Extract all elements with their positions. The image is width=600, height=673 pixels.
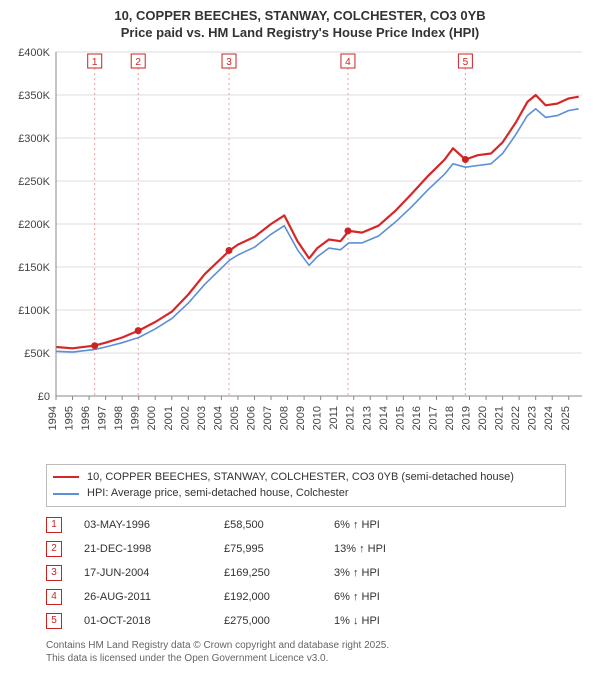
sale-marker: 1 bbox=[46, 517, 62, 533]
svg-text:2003: 2003 bbox=[196, 406, 208, 430]
footer: Contains HM Land Registry data © Crown c… bbox=[46, 639, 588, 665]
svg-text:1997: 1997 bbox=[97, 406, 109, 430]
svg-text:2005: 2005 bbox=[229, 406, 241, 430]
table-row: 3 17-JUN-2004 £169,250 3% ↑ HPI bbox=[46, 561, 566, 585]
sale-delta: 6% ↑ HPI bbox=[334, 519, 444, 531]
svg-text:2009: 2009 bbox=[295, 406, 307, 430]
table-row: 4 26-AUG-2011 £192,000 6% ↑ HPI bbox=[46, 585, 566, 609]
svg-text:4: 4 bbox=[345, 57, 351, 68]
svg-text:£250K: £250K bbox=[18, 176, 50, 188]
svg-text:2013: 2013 bbox=[361, 406, 373, 430]
svg-text:1995: 1995 bbox=[64, 406, 76, 430]
svg-text:2012: 2012 bbox=[345, 406, 357, 430]
svg-text:2000: 2000 bbox=[146, 406, 158, 430]
sale-delta: 3% ↑ HPI bbox=[334, 567, 444, 579]
sale-delta: 1% ↓ HPI bbox=[334, 615, 444, 627]
svg-text:3: 3 bbox=[226, 57, 232, 68]
legend-label: HPI: Average price, semi-detached house,… bbox=[87, 485, 349, 502]
svg-text:2: 2 bbox=[135, 57, 141, 68]
title-line-2: Price paid vs. HM Land Registry's House … bbox=[12, 25, 588, 42]
page: 10, COPPER BEECHES, STANWAY, COLCHESTER,… bbox=[0, 0, 600, 673]
sale-delta: 6% ↑ HPI bbox=[334, 591, 444, 603]
svg-text:2001: 2001 bbox=[163, 406, 175, 430]
svg-text:2006: 2006 bbox=[245, 406, 257, 430]
sale-marker: 4 bbox=[46, 589, 62, 605]
svg-text:1: 1 bbox=[92, 57, 98, 68]
svg-text:1999: 1999 bbox=[130, 406, 142, 430]
svg-text:5: 5 bbox=[463, 57, 469, 68]
svg-text:£100K: £100K bbox=[18, 305, 50, 317]
sale-price: £275,000 bbox=[224, 615, 334, 627]
svg-text:£200K: £200K bbox=[18, 219, 50, 231]
sale-date: 26-AUG-2011 bbox=[84, 591, 224, 603]
svg-text:1996: 1996 bbox=[80, 406, 92, 430]
svg-text:2020: 2020 bbox=[477, 406, 489, 430]
sale-date: 03-MAY-1996 bbox=[84, 519, 224, 531]
svg-text:2014: 2014 bbox=[378, 406, 390, 430]
svg-text:2004: 2004 bbox=[212, 406, 224, 430]
svg-text:1998: 1998 bbox=[113, 406, 125, 430]
sale-date: 01-OCT-2018 bbox=[84, 615, 224, 627]
svg-text:2011: 2011 bbox=[328, 406, 340, 430]
legend-label: 10, COPPER BEECHES, STANWAY, COLCHESTER,… bbox=[87, 469, 514, 486]
sales-table: 1 03-MAY-1996 £58,500 6% ↑ HPI 2 21-DEC-… bbox=[46, 513, 566, 633]
legend-swatch bbox=[53, 493, 79, 495]
sale-price: £75,995 bbox=[224, 543, 334, 555]
svg-text:£0: £0 bbox=[38, 391, 50, 403]
svg-text:2019: 2019 bbox=[461, 406, 473, 430]
svg-text:£350K: £350K bbox=[18, 90, 50, 102]
sale-marker: 2 bbox=[46, 541, 62, 557]
sale-delta: 13% ↑ HPI bbox=[334, 543, 444, 555]
legend-swatch bbox=[53, 476, 79, 478]
sale-price: £58,500 bbox=[224, 519, 334, 531]
sale-date: 17-JUN-2004 bbox=[84, 567, 224, 579]
legend-item-hpi: HPI: Average price, semi-detached house,… bbox=[53, 485, 559, 502]
svg-text:£400K: £400K bbox=[18, 47, 50, 59]
svg-text:2007: 2007 bbox=[262, 406, 274, 430]
svg-text:2024: 2024 bbox=[543, 406, 555, 430]
svg-text:2022: 2022 bbox=[510, 406, 522, 430]
table-row: 5 01-OCT-2018 £275,000 1% ↓ HPI bbox=[46, 609, 566, 633]
svg-text:2002: 2002 bbox=[179, 406, 191, 430]
svg-text:2017: 2017 bbox=[427, 406, 439, 430]
legend-item-property: 10, COPPER BEECHES, STANWAY, COLCHESTER,… bbox=[53, 469, 559, 486]
price-chart: £0 £50K £100K £150K £200K £250K £300K £350K £400… bbox=[12, 46, 588, 456]
svg-text:£50K: £50K bbox=[24, 348, 50, 360]
sale-price: £169,250 bbox=[224, 567, 334, 579]
svg-text:2018: 2018 bbox=[444, 406, 456, 430]
sale-date: 21-DEC-1998 bbox=[84, 543, 224, 555]
footer-line: This data is licensed under the Open Gov… bbox=[46, 652, 588, 665]
svg-text:2010: 2010 bbox=[312, 406, 324, 430]
sale-marker: 5 bbox=[46, 613, 62, 629]
svg-text:2021: 2021 bbox=[494, 406, 506, 430]
svg-text:2025: 2025 bbox=[560, 406, 572, 430]
title-line-1: 10, COPPER BEECHES, STANWAY, COLCHESTER,… bbox=[12, 8, 588, 25]
svg-text:2008: 2008 bbox=[279, 406, 291, 430]
sale-price: £192,000 bbox=[224, 591, 334, 603]
sale-marker: 3 bbox=[46, 565, 62, 581]
svg-text:2023: 2023 bbox=[527, 406, 539, 430]
svg-text:2015: 2015 bbox=[394, 406, 406, 430]
legend: 10, COPPER BEECHES, STANWAY, COLCHESTER,… bbox=[46, 464, 566, 507]
chart-title: 10, COPPER BEECHES, STANWAY, COLCHESTER,… bbox=[12, 8, 588, 42]
svg-text:£300K: £300K bbox=[18, 133, 50, 145]
table-row: 1 03-MAY-1996 £58,500 6% ↑ HPI bbox=[46, 513, 566, 537]
svg-text:1994: 1994 bbox=[47, 406, 59, 430]
svg-text:2016: 2016 bbox=[411, 406, 423, 430]
table-row: 2 21-DEC-1998 £75,995 13% ↑ HPI bbox=[46, 537, 566, 561]
svg-text:£150K: £150K bbox=[18, 262, 50, 274]
